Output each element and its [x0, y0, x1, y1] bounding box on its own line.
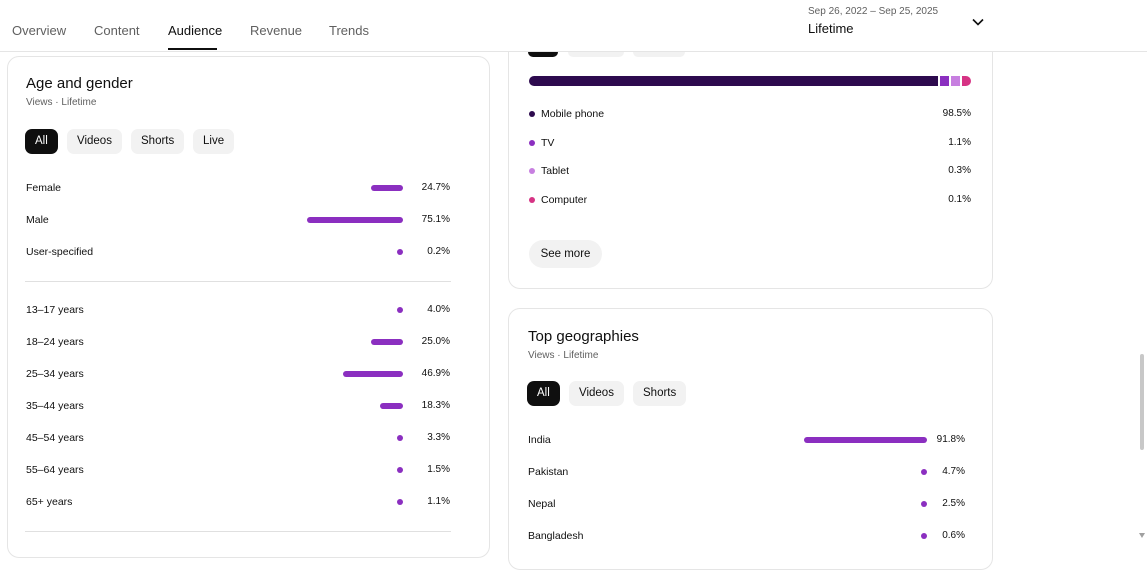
chip-all[interactable]: All	[527, 381, 560, 406]
chip-partial[interactable]	[633, 52, 685, 57]
row-label: 45–54 years	[26, 432, 84, 444]
geo-percent: 91.8%	[936, 434, 965, 445]
card-title: Age and gender	[26, 75, 133, 92]
device-label: TV	[541, 136, 555, 149]
row-percent: 75.1%	[421, 214, 450, 225]
chevron-down-icon[interactable]	[971, 15, 985, 29]
row-percent: 0.2%	[427, 246, 450, 257]
scrollbar-thumb[interactable]	[1140, 354, 1144, 450]
geo-bar	[921, 501, 927, 507]
period-selector[interactable]: Lifetime	[808, 21, 854, 36]
tab-revenue[interactable]: Revenue	[250, 23, 303, 38]
geo-label: Nepal	[528, 498, 556, 510]
row-label: Female	[26, 182, 62, 194]
device-percent: 1.1%	[948, 136, 971, 148]
card-subtitle: Views · Lifetime	[528, 350, 599, 361]
geo-percent: 2.5%	[942, 498, 965, 509]
chip-shorts[interactable]: Shorts	[633, 381, 687, 406]
geo-bar	[803, 437, 927, 443]
device-bar-segment	[962, 76, 971, 86]
row-bar	[397, 249, 403, 255]
device-percent: 0.3%	[948, 165, 971, 176]
device-bar-segment	[951, 76, 960, 86]
row-percent: 1.1%	[427, 496, 450, 507]
legend-dot	[529, 139, 535, 146]
row-bar	[379, 403, 403, 409]
device-bar-segment	[940, 76, 949, 86]
geo-bar	[920, 469, 927, 475]
divider	[25, 531, 451, 532]
row-bar	[371, 339, 403, 345]
row-bar	[397, 467, 403, 473]
row-percent: 24.7%	[421, 182, 450, 193]
device-label: Tablet	[541, 165, 570, 177]
device-percent: 0.1%	[948, 193, 971, 205]
chip-videos[interactable]: Videos	[569, 381, 624, 406]
geo-label: Bangladesh	[528, 530, 584, 542]
row-percent: 3.3%	[427, 432, 450, 443]
card-title: Top geographies	[528, 328, 639, 345]
legend-dot	[529, 196, 535, 203]
row-label: 18–24 years	[26, 336, 84, 348]
row-percent: 46.9%	[421, 368, 450, 379]
row-bar	[371, 185, 403, 191]
device-label: Computer	[541, 193, 588, 206]
geo-percent: 0.6%	[942, 530, 965, 541]
chip-all[interactable]: All	[25, 129, 58, 154]
scroll-down-arrow[interactable]	[1139, 533, 1145, 538]
tab-overview[interactable]: Overview	[12, 23, 67, 38]
geo-label: India	[528, 434, 551, 446]
tab-content[interactable]: Content	[94, 23, 140, 38]
legend-dot	[529, 111, 535, 117]
row-bar	[306, 217, 403, 223]
active-tab-indicator	[168, 48, 217, 50]
row-bar	[397, 307, 403, 313]
tab-audience[interactable]: Audience	[168, 23, 223, 38]
device-label: Mobile phone	[541, 108, 605, 120]
divider	[25, 281, 451, 282]
row-label: 35–44 years	[26, 400, 84, 412]
legend-dot	[529, 168, 535, 174]
chip-shorts[interactable]: Shorts	[131, 129, 185, 154]
row-percent: 25.0%	[421, 336, 450, 347]
row-label: 13–17 years	[26, 304, 84, 316]
row-bar	[342, 371, 403, 377]
row-label: 55–64 years	[26, 464, 84, 476]
device-percent: 98.5%	[942, 108, 971, 119]
tab-trends[interactable]: Trends	[329, 23, 369, 38]
row-percent: 18.3%	[421, 400, 450, 411]
row-bar	[397, 499, 403, 505]
chip-partial[interactable]	[568, 52, 624, 57]
row-label: User-specified	[26, 246, 94, 258]
chip-all-partial[interactable]	[528, 52, 558, 57]
row-percent: 4.0%	[427, 304, 450, 315]
chip-videos[interactable]: Videos	[67, 129, 122, 154]
chip-live[interactable]: Live	[193, 129, 235, 154]
row-percent: 1.5%	[427, 464, 450, 475]
top-bar: Overview Content Audience Revenue Trends…	[0, 0, 1147, 52]
geo-percent: 4.7%	[942, 466, 965, 477]
geo-label: Pakistan	[528, 466, 569, 478]
date-range-label[interactable]: Sep 26, 2022 – Sep 25, 2025	[808, 6, 939, 17]
row-label: Male	[26, 214, 49, 226]
geo-bar	[921, 533, 927, 539]
row-label: 65+ years	[26, 496, 73, 508]
device-bar-segment	[529, 76, 938, 86]
row-bar	[397, 435, 403, 441]
see-more-button[interactable]: See more	[529, 240, 602, 268]
row-label: 25–34 years	[26, 368, 84, 380]
card-subtitle: Views · Lifetime	[26, 97, 97, 108]
